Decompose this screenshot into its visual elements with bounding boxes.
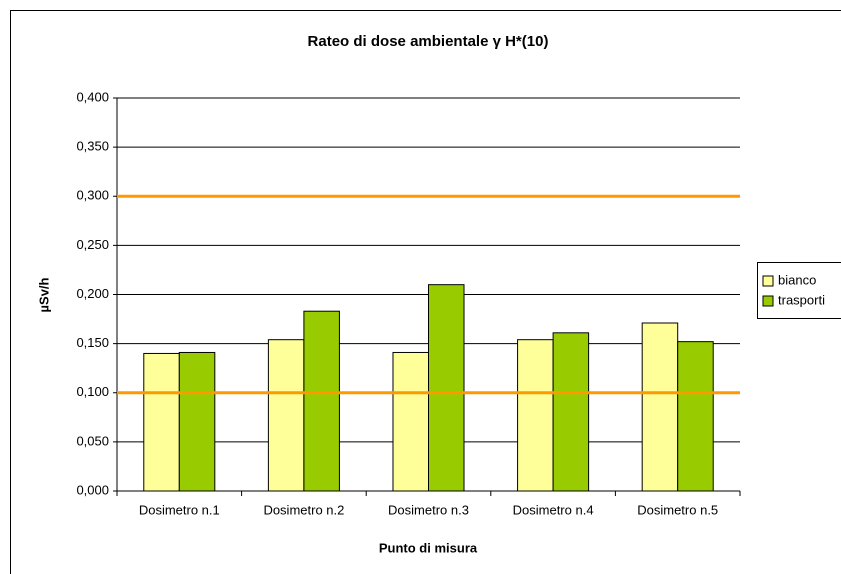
x-tick-label: Dosimetro n.4 bbox=[513, 502, 594, 517]
y-tick-label: 0,000 bbox=[76, 482, 109, 497]
y-tick-label: 0,150 bbox=[76, 335, 109, 350]
x-tick-label: Dosimetro n.3 bbox=[388, 502, 469, 517]
bar bbox=[392, 351, 430, 492]
x-tick-label: Dosimetro n.1 bbox=[139, 502, 220, 517]
bar bbox=[552, 332, 590, 492]
legend-swatch bbox=[762, 275, 774, 287]
bar bbox=[428, 284, 465, 492]
x-axis-title: Punto di misura bbox=[379, 540, 478, 555]
legend-label: bianco bbox=[778, 272, 816, 287]
y-tick-label: 0,300 bbox=[76, 188, 109, 203]
bar bbox=[143, 352, 180, 492]
bar bbox=[303, 310, 340, 492]
chart-title: Rateo di dose ambientale γ H*(10) bbox=[308, 33, 549, 50]
y-tick-label: 0,050 bbox=[76, 433, 109, 448]
legend-label: trasporti bbox=[778, 292, 825, 307]
y-tick-label: 0,400 bbox=[76, 89, 109, 104]
legend-box bbox=[757, 262, 841, 319]
y-axis-title: µSv/h bbox=[36, 277, 51, 312]
bar bbox=[517, 339, 554, 492]
legend-swatch bbox=[762, 295, 774, 307]
y-tick-label: 0,100 bbox=[76, 384, 109, 399]
bar bbox=[178, 351, 216, 492]
x-tick-label: Dosimetro n.2 bbox=[263, 502, 344, 517]
y-tick-label: 0,250 bbox=[76, 237, 109, 252]
bar bbox=[641, 322, 679, 492]
y-tick-label: 0,350 bbox=[76, 139, 109, 154]
bar bbox=[677, 341, 714, 492]
x-tick-label: Dosimetro n.5 bbox=[637, 502, 718, 517]
y-tick-label: 0,200 bbox=[76, 286, 109, 301]
bar bbox=[267, 339, 305, 492]
